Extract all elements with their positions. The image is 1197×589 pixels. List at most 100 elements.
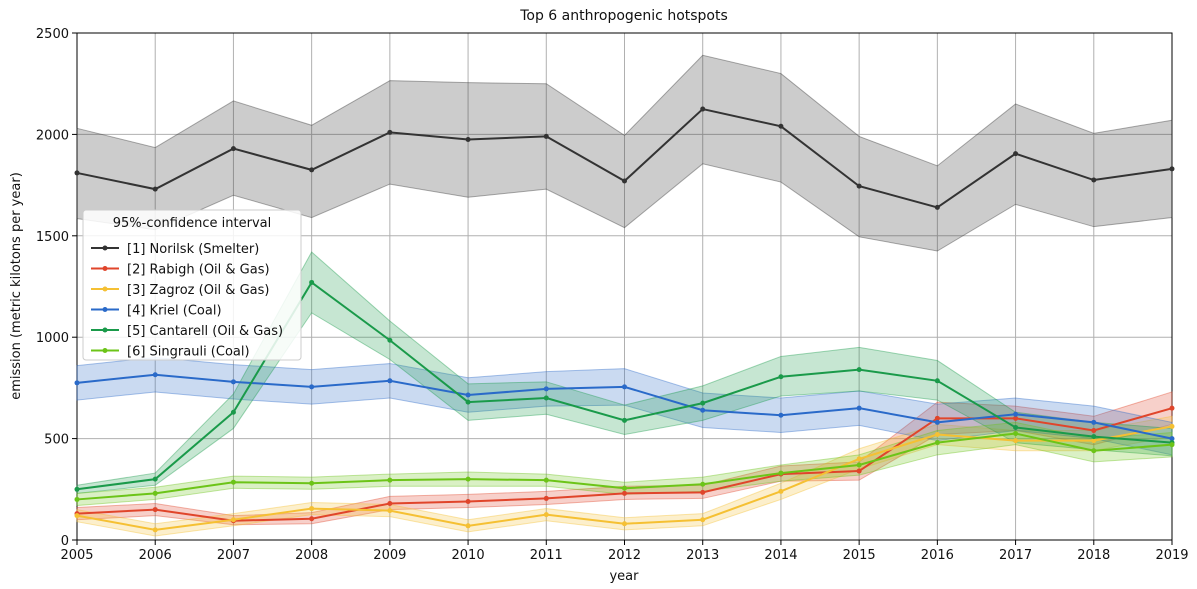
- x-tick-label: 2007: [217, 548, 250, 563]
- data-point: [230, 409, 236, 415]
- x-tick-label: 2008: [295, 548, 328, 563]
- data-point: [152, 490, 158, 496]
- data-point: [622, 384, 627, 390]
- confidence-band: [76, 356, 1173, 456]
- x-tick-label: 2011: [530, 548, 563, 563]
- data-point: [465, 392, 471, 398]
- data-point: [74, 496, 80, 502]
- x-tick-label: 2018: [1077, 548, 1110, 563]
- legend-marker: [102, 286, 108, 292]
- legend-label: [5] Cantarell (Oil & Gas): [127, 324, 283, 339]
- y-tick-label: 1500: [36, 230, 69, 245]
- x-tick-label: 2009: [373, 548, 406, 563]
- legend-label: [1] Norilsk (Smelter): [127, 242, 259, 257]
- legend-label: [4] Kriel (Coal): [127, 304, 222, 319]
- x-tick-label: 2015: [843, 548, 876, 563]
- data-point: [778, 488, 784, 494]
- data-point: [778, 470, 784, 476]
- data-point: [934, 378, 940, 384]
- data-point: [778, 412, 784, 418]
- data-point: [1169, 436, 1175, 442]
- data-point: [152, 186, 158, 192]
- data-point: [856, 456, 862, 462]
- x-tick-label: 2012: [608, 548, 641, 563]
- data-point: [230, 517, 236, 523]
- data-point: [152, 476, 158, 482]
- data-point: [309, 516, 315, 522]
- data-point: [387, 500, 393, 506]
- data-point: [1091, 438, 1097, 444]
- data-point: [152, 372, 158, 378]
- data-point: [230, 146, 236, 152]
- data-point: [309, 279, 315, 285]
- x-tick-label: 2006: [139, 548, 172, 563]
- data-point: [543, 477, 549, 483]
- data-point: [387, 477, 393, 483]
- data-point: [622, 178, 627, 184]
- data-point: [465, 399, 471, 405]
- data-point: [700, 106, 706, 112]
- data-point: [543, 512, 549, 518]
- data-point: [1091, 177, 1097, 183]
- data-point: [465, 498, 471, 504]
- data-point: [778, 374, 784, 380]
- legend-label: [3] Zagroz (Oil & Gas): [127, 283, 269, 298]
- data-point: [700, 517, 706, 523]
- data-point: [152, 507, 158, 513]
- data-point: [152, 527, 158, 533]
- data-point: [543, 395, 549, 401]
- data-point: [74, 486, 80, 492]
- data-point: [309, 506, 315, 512]
- data-point: [700, 400, 706, 406]
- data-point: [856, 183, 862, 189]
- data-point: [700, 481, 706, 487]
- data-point: [465, 476, 471, 482]
- data-point: [74, 513, 80, 519]
- x-tick-label: 2010: [452, 548, 485, 563]
- data-point: [1013, 415, 1019, 421]
- data-point: [387, 337, 393, 343]
- legend-label: [2] Rabigh (Oil & Gas): [127, 263, 270, 278]
- data-point: [934, 415, 940, 421]
- data-point: [1091, 434, 1097, 440]
- data-point: [1169, 405, 1175, 411]
- data-point: [309, 167, 315, 173]
- legend-marker: [102, 245, 108, 251]
- chart-title: Top 6 anthropogenic hotspots: [519, 8, 728, 24]
- x-tick-label: 2013: [686, 548, 719, 563]
- data-point: [543, 386, 549, 392]
- data-point: [778, 123, 784, 129]
- x-tick-label: 2019: [1155, 548, 1188, 563]
- data-point: [387, 508, 393, 514]
- data-point: [387, 129, 393, 135]
- x-tick-label: 2016: [921, 548, 954, 563]
- y-tick-label: 1000: [36, 331, 69, 346]
- data-point: [856, 462, 862, 468]
- x-axis-label: year: [609, 569, 639, 584]
- data-point: [1169, 423, 1175, 429]
- data-point: [856, 405, 862, 411]
- data-point: [1169, 166, 1175, 172]
- y-tick-label: 500: [44, 433, 69, 448]
- y-axis-label: emission (metric kilotons per year): [9, 172, 24, 400]
- confidence-band: [76, 54, 1173, 252]
- data-point: [543, 133, 549, 139]
- data-point: [1091, 448, 1097, 454]
- x-tick-label: 2014: [764, 548, 797, 563]
- data-point: [1013, 431, 1019, 437]
- legend-marker: [102, 307, 108, 312]
- data-point: [1013, 411, 1019, 417]
- legend-marker: [102, 266, 108, 271]
- data-point: [622, 417, 627, 423]
- data-point: [856, 468, 862, 474]
- data-point: [230, 479, 236, 485]
- data-point: [309, 480, 315, 486]
- data-point: [700, 489, 706, 495]
- legend-box: [82, 209, 302, 361]
- data-point: [622, 521, 627, 527]
- data-point: [1091, 419, 1097, 425]
- data-point: [934, 419, 940, 425]
- data-point: [465, 523, 471, 529]
- data-point: [1013, 151, 1019, 157]
